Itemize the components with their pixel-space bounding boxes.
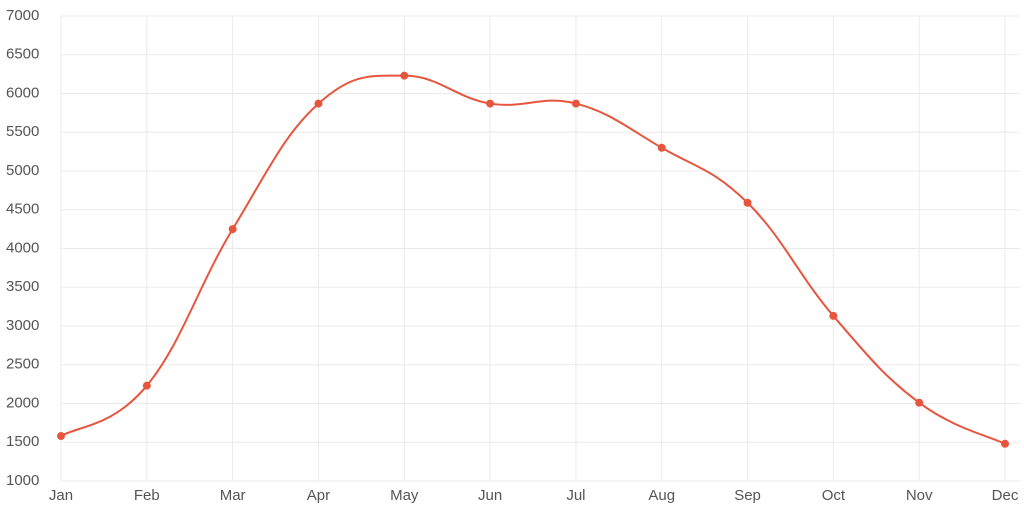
point	[829, 311, 838, 320]
x-tick-label: Apr	[307, 487, 330, 504]
point	[486, 99, 495, 108]
point	[142, 381, 151, 390]
x-tick-label: Aug	[648, 487, 675, 504]
x-tick-label: Oct	[822, 487, 846, 504]
y-tick-label: 4500	[6, 201, 39, 218]
point	[571, 99, 580, 108]
x-tick-label: Jun	[478, 487, 502, 504]
x-tick-label: Jul	[566, 487, 585, 504]
y-tick-label: 3500	[6, 278, 39, 295]
point	[228, 225, 237, 234]
y-tick-label: 4000	[6, 239, 39, 256]
y-tick-label: 5500	[6, 123, 39, 140]
point	[400, 71, 409, 80]
y-tick-label: 1500	[6, 433, 39, 450]
x-tick-label: Jan	[49, 487, 73, 504]
y-tick-label: 2500	[6, 356, 39, 373]
y-tick-label: 6000	[6, 84, 39, 101]
line	[60, 74, 1006, 445]
point	[915, 398, 924, 407]
point	[314, 99, 323, 108]
x-tick-label: Dec	[992, 487, 1019, 504]
y-tick-label: 7000	[6, 7, 39, 24]
x-tick-label: Nov	[906, 487, 933, 504]
y-tick-label: 3000	[6, 317, 39, 334]
point	[57, 432, 65, 441]
y-tick-label: 5000	[6, 162, 39, 179]
x-tick-label: May	[390, 487, 419, 504]
x-tick-label: Feb	[134, 487, 160, 504]
y-tick-label: 6500	[6, 46, 39, 63]
point	[1001, 439, 1009, 448]
point	[657, 143, 666, 152]
point	[743, 198, 752, 207]
y-tick-label: 1000	[6, 472, 39, 489]
x-tick-label: Mar	[220, 487, 246, 504]
y-tick-label: 2000	[6, 394, 39, 411]
x-tick-label: Sep	[734, 487, 761, 504]
